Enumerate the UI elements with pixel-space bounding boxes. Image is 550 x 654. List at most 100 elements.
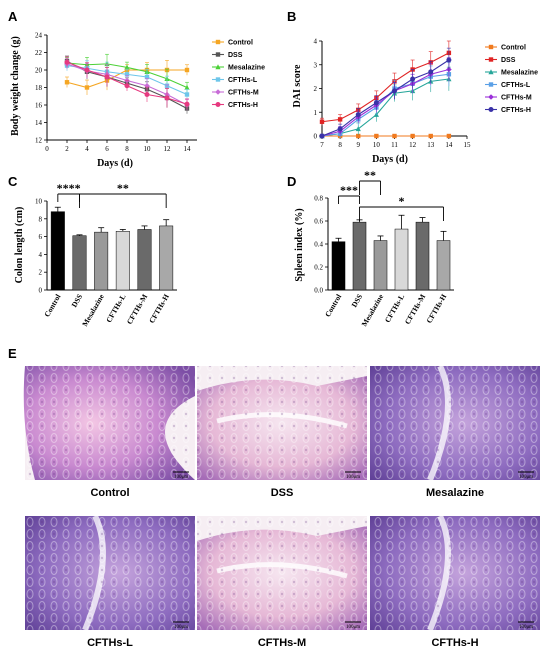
bar-cfths-h: [159, 225, 174, 291]
legend-marker: [215, 77, 221, 82]
y-tick-label: 0: [39, 287, 43, 295]
histology-caption: Control: [90, 487, 129, 499]
category-label: Control: [323, 293, 343, 319]
y-tick-label: 0: [314, 133, 318, 141]
data-point: [144, 92, 150, 97]
y-tick-label: 18: [35, 84, 43, 92]
chart-a-body-weight: Days (d) Body weight change (g) 12 14 16 18…: [10, 32, 265, 170]
legend-marker: [215, 52, 221, 57]
x-tick-label: 8: [338, 141, 342, 149]
data-point: [184, 92, 190, 97]
legend-entry: CFTHs-L: [501, 82, 531, 89]
data-point: [337, 126, 343, 132]
histology-grid: 100μmControl100μmDSS100μmMesalazine100μm…: [23, 364, 540, 649]
legend-entry: DSS: [501, 57, 516, 64]
x-tick-label: 4: [85, 145, 89, 153]
chart-a-ylabel: Body weight change (g): [10, 36, 21, 136]
data-point: [355, 112, 361, 118]
legend-marker: [488, 107, 494, 112]
crypt-texture: [197, 516, 367, 630]
category-label: CFTHs-H: [424, 292, 448, 324]
y-tick-label: 22: [35, 49, 43, 57]
legend-marker: [215, 39, 221, 45]
data-point: [392, 133, 397, 139]
x-tick-label: 2: [65, 145, 69, 153]
legend-entry: CFTHs-L: [228, 77, 258, 84]
data-point: [319, 133, 325, 139]
category-label: Mesalazine: [80, 292, 106, 328]
y-tick-label: 4: [39, 251, 43, 259]
y-tick-label: 8: [39, 215, 43, 223]
y-tick-label: 6: [39, 233, 43, 241]
histology-panel-cfths-m: 100μm CFTHs-M: [197, 516, 367, 649]
data-point: [410, 133, 415, 139]
bar-control: [331, 241, 346, 291]
legend-marker: [488, 44, 494, 50]
legend-entry: CFTHs-M: [501, 95, 532, 102]
scale-bar-label: 100μm: [519, 475, 533, 480]
data-point: [373, 100, 379, 106]
category-label: CFTHs-H: [147, 292, 171, 324]
y-tick-label: 0.6: [314, 218, 323, 226]
series-line-dss: [321, 52, 450, 123]
x-tick-label: 9: [357, 141, 361, 149]
scale-bar-label: 100μm: [174, 625, 188, 630]
y-tick-label: 0.0: [314, 287, 323, 295]
scale-bar-label: 100μm: [174, 475, 188, 480]
data-point: [446, 133, 452, 139]
category-label: DSS: [350, 293, 365, 309]
category-label: CFTHs-L: [104, 293, 127, 325]
y-tick-label: 1: [314, 109, 318, 117]
legend-marker: [488, 57, 494, 62]
legend-entry: CFTHs-M: [228, 90, 259, 97]
series-line-cfths-h: [321, 59, 450, 137]
panel-label-e: E: [8, 346, 17, 361]
data-point: [84, 85, 90, 90]
data-point: [144, 74, 150, 80]
chart-c-colon-length: Colon length (cm) 0 2 4 6 8 10 Control DSSMesal…: [14, 181, 177, 328]
scale-bar-label: 100μm: [346, 475, 360, 480]
y-tick-label: 0.8: [314, 195, 323, 203]
y-tick-label: 12: [35, 137, 43, 145]
significance-stars: **: [364, 168, 376, 182]
significance-stars: ***: [340, 183, 358, 197]
bar-cfths-h: [436, 240, 451, 291]
histology-caption: DSS: [271, 487, 294, 499]
category-label: CFTHs-L: [383, 293, 406, 325]
crypt-texture: [25, 366, 195, 480]
legend-entry: Mesalazine: [501, 70, 538, 77]
scale-bar-label: 100μm: [346, 625, 360, 630]
histology-panel-control: 100μm Control: [23, 366, 195, 499]
data-point: [337, 117, 343, 122]
legend-marker: [488, 82, 494, 87]
chart-d-spleen-index: Spleen index (%) 0.0 0.2 0.4 0.6 0.8 Control D…: [294, 168, 454, 328]
chart-a-xlabel: Days (d): [97, 158, 133, 169]
y-tick-label: 16: [35, 102, 43, 110]
bar-cfths-m: [137, 229, 152, 291]
bar-mesalazine: [94, 231, 109, 291]
bar-mesalazine: [373, 240, 388, 291]
legend-entry: Control: [501, 45, 526, 52]
significance-stars: **: [117, 181, 129, 195]
legend-entry: DSS: [228, 52, 243, 59]
x-tick-label: 11: [391, 141, 398, 149]
x-tick-label: 10: [373, 141, 381, 149]
legend-marker: [488, 69, 494, 75]
chart-d-ylabel: Spleen index (%): [294, 208, 305, 281]
data-point: [355, 126, 361, 132]
y-tick-label: 14: [35, 119, 43, 127]
significance-stars: ****: [57, 181, 81, 195]
y-tick-label: 3: [314, 61, 318, 69]
y-tick-label: 20: [35, 67, 43, 75]
histology-caption: CFTHs-L: [87, 637, 133, 649]
x-tick-label: 8: [125, 145, 129, 153]
scale-bar-label: 100μm: [519, 625, 533, 630]
chart-b-xlabel: Days (d): [372, 154, 408, 165]
bar-dss: [72, 235, 87, 291]
chart-c-ylabel: Colon length (cm): [14, 207, 25, 284]
x-tick-label: 0: [45, 145, 49, 153]
data-point: [104, 74, 110, 80]
data-point: [164, 95, 170, 101]
